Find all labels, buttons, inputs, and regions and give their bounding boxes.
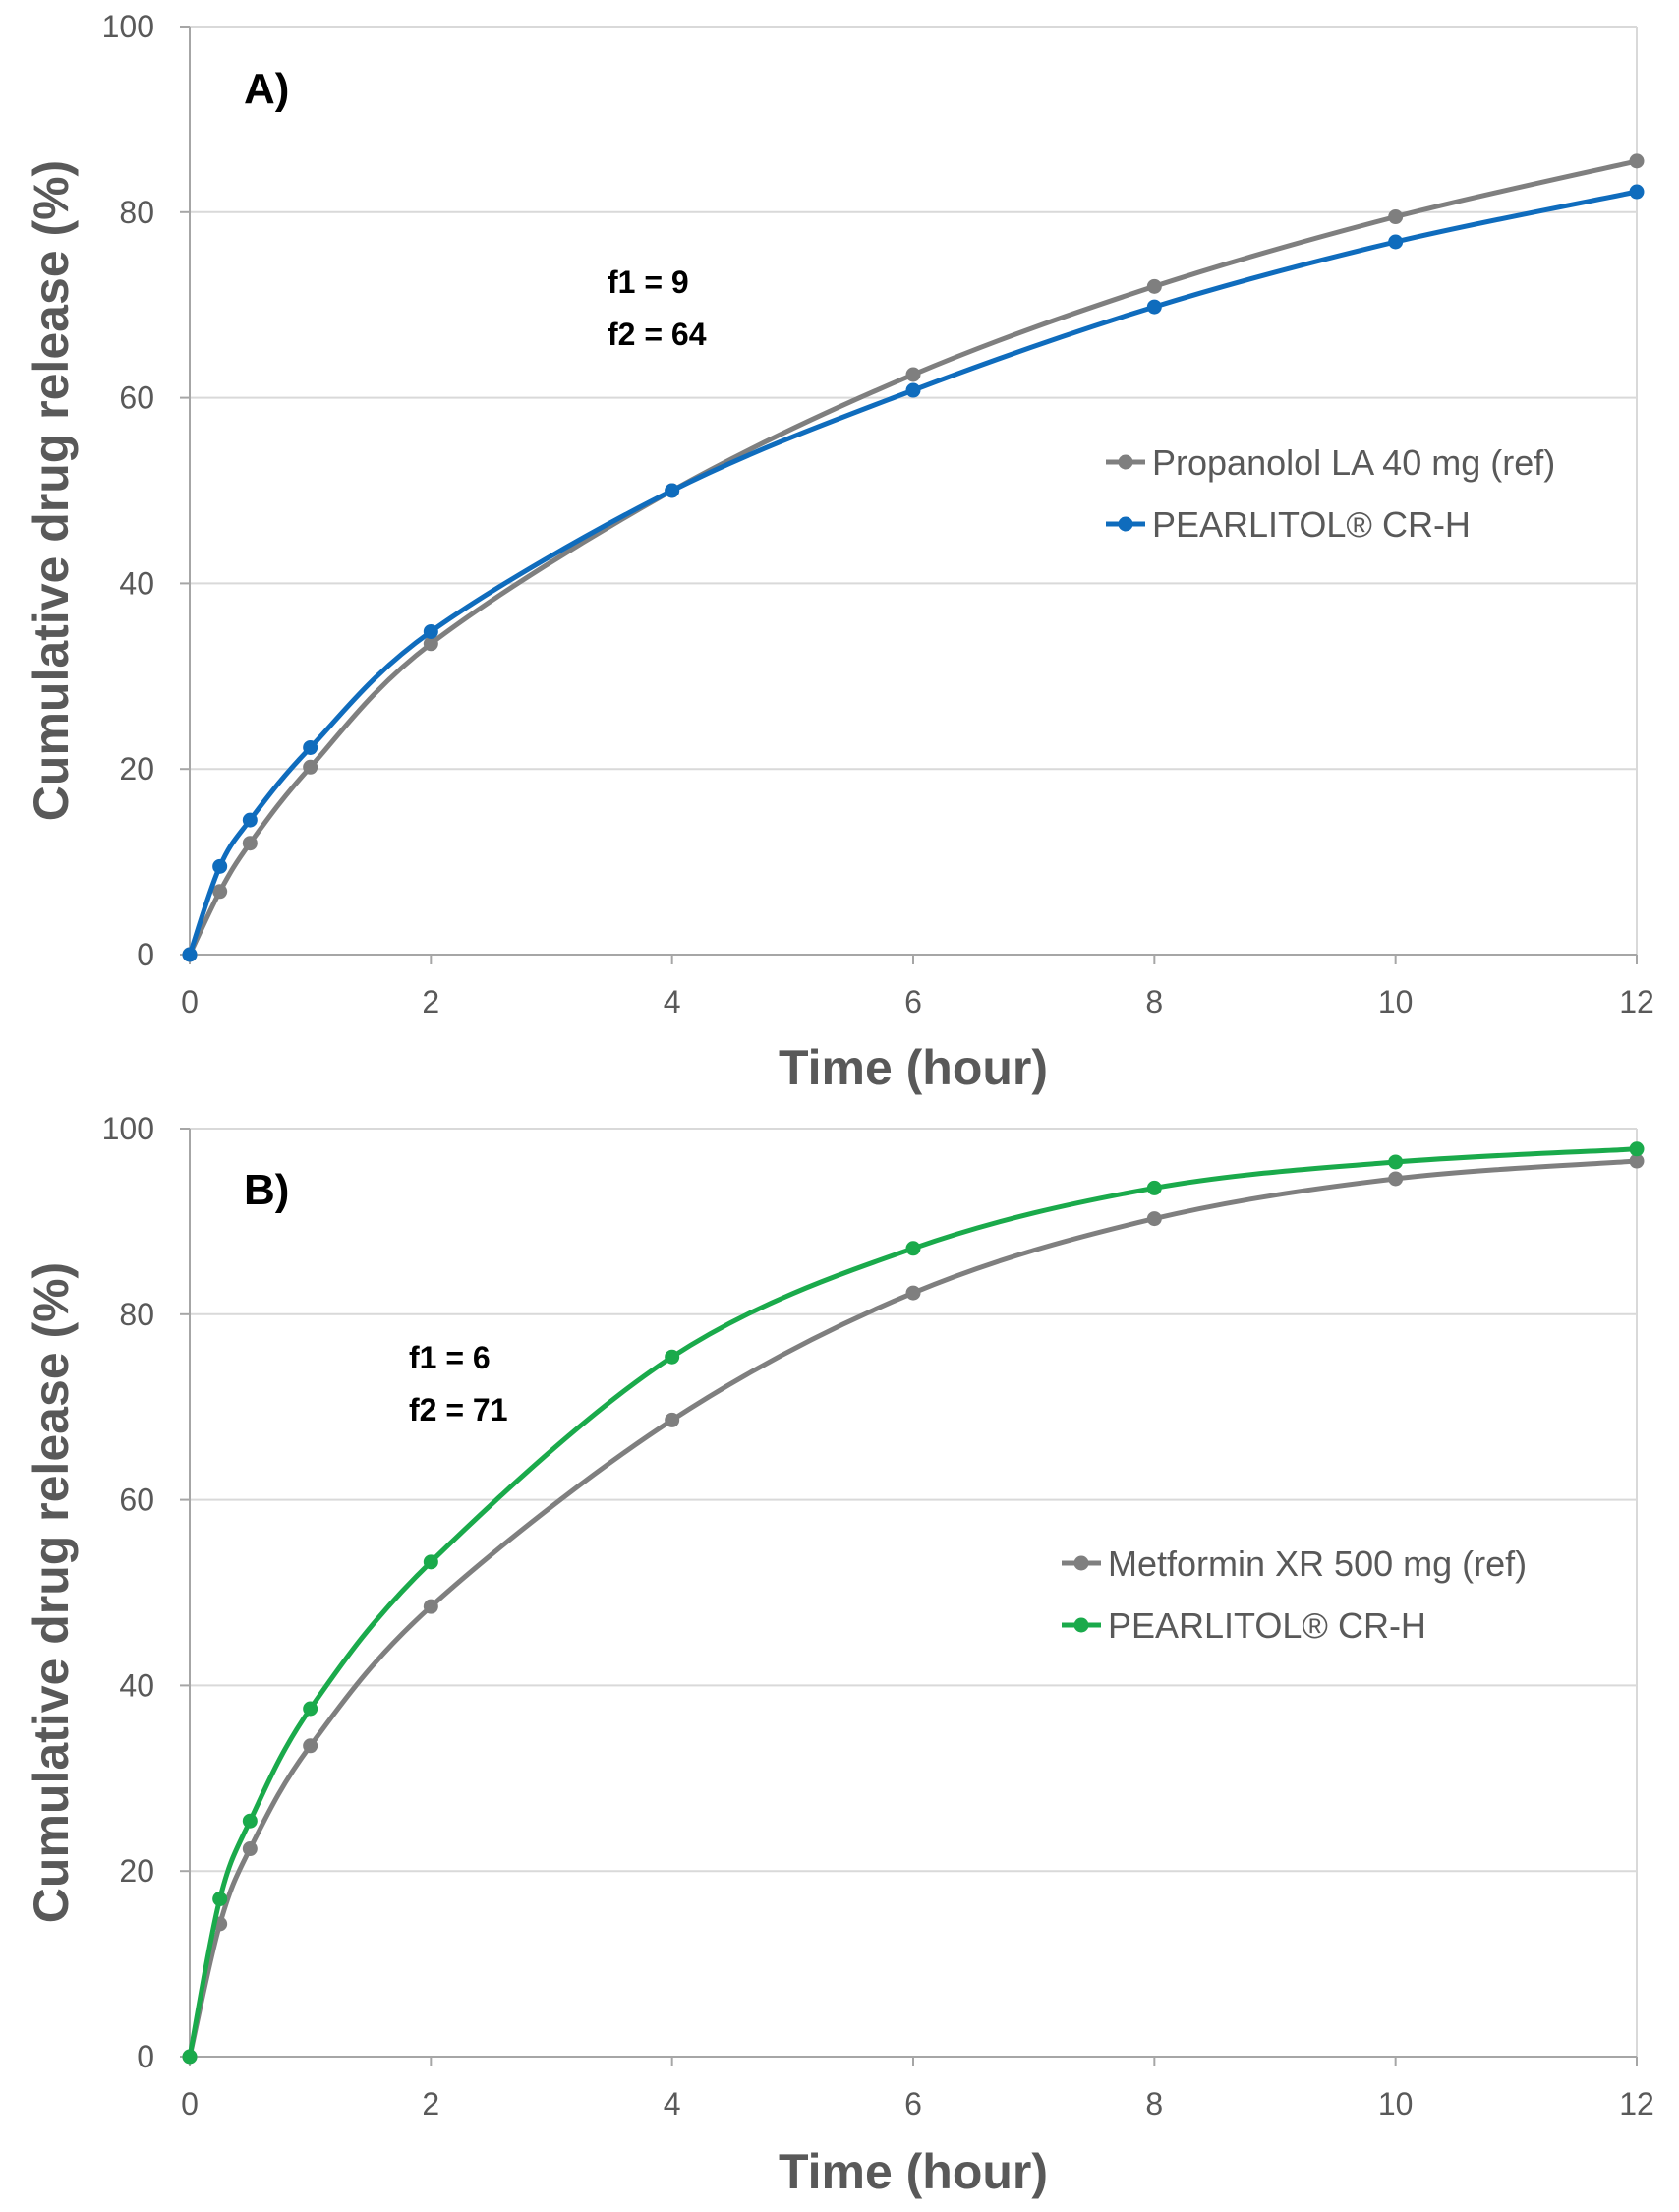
x-tick-label: 10 xyxy=(1378,984,1414,1019)
y-tick-label: 100 xyxy=(102,9,154,44)
x-tick-label: 2 xyxy=(422,2086,439,2122)
data-point xyxy=(665,1412,680,1427)
x-tick-label: 2 xyxy=(422,984,439,1019)
legend-label: PEARLITOL® CR-H xyxy=(1108,1605,1426,1646)
y-tick-label: 0 xyxy=(137,937,154,972)
y-tick-label: 80 xyxy=(119,1297,154,1332)
similarity-annotation: f2 = 71 xyxy=(409,1392,508,1427)
chart-panel-2: 0 20 40 60 80 100 0 2 4 6 8 10 12 Time (hour) Cumulati… xyxy=(24,1111,1654,2199)
data-point xyxy=(905,1285,921,1301)
similarity-annotation: f1 = 6 xyxy=(409,1340,491,1375)
data-point xyxy=(905,1241,921,1256)
data-point xyxy=(303,1738,318,1754)
panel-label: A) xyxy=(244,65,289,113)
data-point xyxy=(423,1554,438,1570)
x-axis-title: Time (hour) xyxy=(779,1040,1048,1095)
legend-label: PEARLITOL® CR-H xyxy=(1152,504,1471,545)
data-point xyxy=(665,1349,680,1365)
x-tick-label: 6 xyxy=(904,2086,922,2122)
x-tick-label: 4 xyxy=(664,2086,681,2122)
data-point xyxy=(182,947,198,962)
series-line xyxy=(187,189,1640,958)
data-point xyxy=(242,836,258,851)
legend-label: Propanolol LA 40 mg (ref) xyxy=(1152,442,1555,483)
y-tick-label: 20 xyxy=(119,1853,154,1889)
data-point xyxy=(1146,299,1162,315)
panel-label: B) xyxy=(244,1166,289,1214)
similarity-annotation: f1 = 9 xyxy=(608,264,689,300)
data-point xyxy=(1146,1180,1162,1195)
series-line xyxy=(187,1146,1640,2060)
x-tick-label: 8 xyxy=(1145,2086,1163,2122)
x-tick-label: 10 xyxy=(1378,2086,1414,2122)
legend-marker xyxy=(1118,516,1133,532)
data-point xyxy=(303,1701,318,1717)
data-point xyxy=(1629,1141,1645,1157)
y-axis-title: Cumulative drug release (%) xyxy=(24,1262,79,1923)
data-point xyxy=(1629,153,1645,169)
data-point xyxy=(1629,184,1645,200)
data-point xyxy=(1629,1153,1645,1169)
data-point xyxy=(212,884,228,900)
data-point xyxy=(1146,1211,1162,1227)
y-tick-label: 40 xyxy=(119,565,154,601)
y-tick-label: 20 xyxy=(119,751,154,786)
data-point xyxy=(242,1841,258,1857)
data-point xyxy=(1146,278,1162,294)
chart-panel-1: 0 20 40 60 80 100 0 2 4 6 8 10 12 Time (hour) Cumulati… xyxy=(24,9,1654,1095)
data-point xyxy=(212,1892,228,1907)
data-point xyxy=(212,858,228,874)
data-point xyxy=(303,759,318,775)
data-point xyxy=(905,382,921,398)
legend-marker xyxy=(1073,1555,1089,1571)
x-tick-label: 12 xyxy=(1619,2086,1654,2122)
data-point xyxy=(242,812,258,828)
y-axis-title: Cumulative drug release (%) xyxy=(24,160,79,821)
data-point xyxy=(905,367,921,382)
legend-marker xyxy=(1073,1617,1089,1633)
data-point xyxy=(423,1599,438,1614)
data-point xyxy=(1388,1154,1404,1170)
x-tick-label: 4 xyxy=(664,984,681,1019)
data-point xyxy=(423,623,438,639)
data-point xyxy=(1388,209,1404,225)
y-tick-label: 60 xyxy=(119,380,154,416)
legend-label: Metformin XR 500 mg (ref) xyxy=(1108,1543,1527,1584)
x-tick-label: 6 xyxy=(904,984,922,1019)
y-tick-label: 40 xyxy=(119,1667,154,1703)
data-point xyxy=(182,2049,198,2065)
x-tick-label: 0 xyxy=(181,2086,199,2122)
x-tick-label: 0 xyxy=(181,984,199,1019)
x-axis-title: Time (hour) xyxy=(779,2144,1048,2199)
data-point xyxy=(303,739,318,755)
similarity-annotation: f2 = 64 xyxy=(608,317,707,352)
y-tick-label: 0 xyxy=(137,2039,154,2074)
legend-marker xyxy=(1118,454,1133,470)
data-point xyxy=(1388,1171,1404,1187)
series-line xyxy=(187,158,1640,958)
x-tick-label: 12 xyxy=(1619,984,1654,1019)
y-tick-label: 100 xyxy=(102,1111,154,1146)
data-point xyxy=(665,483,680,498)
data-point xyxy=(423,636,438,652)
x-tick-label: 8 xyxy=(1145,984,1163,1019)
data-point xyxy=(242,1813,258,1829)
y-tick-label: 80 xyxy=(119,195,154,230)
y-tick-label: 60 xyxy=(119,1483,154,1518)
data-point xyxy=(1388,234,1404,250)
